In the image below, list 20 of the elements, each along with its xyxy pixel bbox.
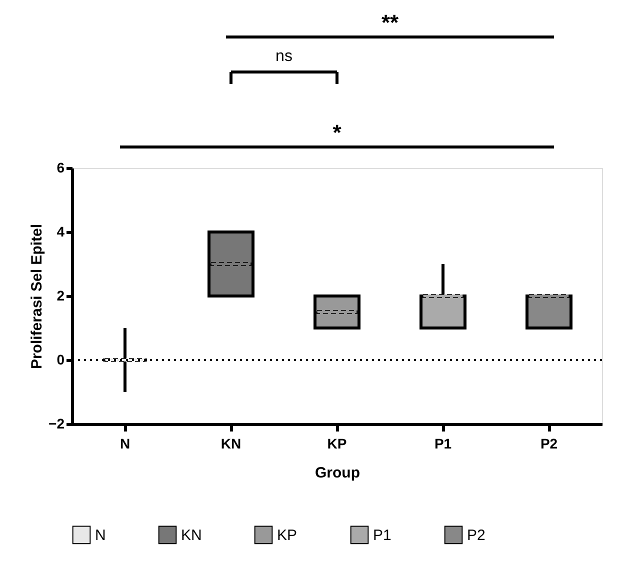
x-tick-label: KP bbox=[327, 436, 347, 452]
text: ns bbox=[276, 48, 292, 65]
legend-label: P1 bbox=[373, 526, 392, 544]
x-tick-label: KN bbox=[220, 436, 242, 452]
legend-label: P2 bbox=[467, 526, 486, 544]
x-tick-label: N bbox=[120, 436, 130, 452]
y-axis-title: Proliferasi Sel Epitel bbox=[28, 224, 46, 370]
y-tick-label: 0 bbox=[56, 352, 65, 368]
legend-label: KN bbox=[181, 526, 202, 544]
text: * bbox=[332, 120, 342, 145]
text: ** bbox=[381, 10, 399, 35]
x-tick-label: P1 bbox=[434, 436, 452, 452]
x-tick-label: P2 bbox=[540, 436, 558, 452]
x-axis-title: Group bbox=[315, 464, 360, 482]
y-tick-label: 6 bbox=[56, 160, 65, 176]
legend-label: N bbox=[95, 526, 106, 544]
legend-label: KP bbox=[277, 526, 298, 544]
y-tick-label: 4 bbox=[56, 224, 65, 240]
y-tick-label: 2 bbox=[56, 288, 65, 304]
y-tick-label: −2 bbox=[48, 416, 65, 432]
